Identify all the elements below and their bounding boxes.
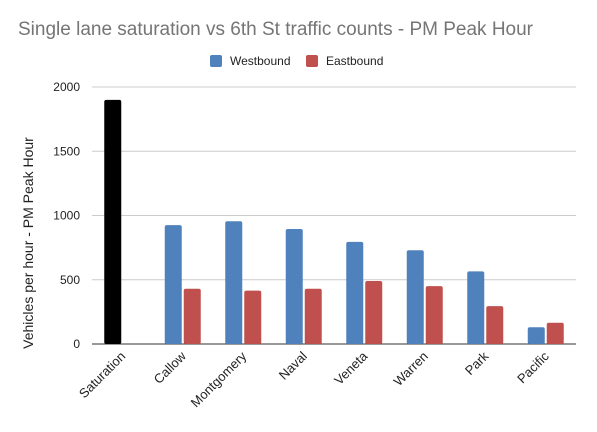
bar-westbound-veneta — [346, 241, 364, 344]
bar-eastbound-pacific — [546, 322, 564, 344]
bars — [104, 99, 564, 344]
bar-westbound-naval — [285, 228, 303, 344]
y-tick-label: 1000 — [53, 209, 80, 223]
bar-eastbound-montgomery — [244, 290, 262, 344]
x-tick-label: Pacific — [514, 348, 552, 386]
legend-label-westbound: Westbound — [230, 54, 291, 68]
x-tick-label: Callow — [151, 348, 190, 387]
y-tick-label: 1500 — [53, 144, 80, 158]
bar-westbound-warren — [406, 250, 424, 344]
y-tick-label: 2000 — [53, 80, 80, 94]
bar-eastbound-warren — [425, 286, 443, 344]
x-tick-label: Saturation — [76, 349, 129, 402]
bar-eastbound-naval — [304, 288, 322, 344]
bar-eastbound-callow — [183, 288, 201, 344]
y-tick-label: 0 — [73, 337, 80, 351]
bar-westbound-pacific — [527, 327, 545, 344]
legend: Westbound Eastbound — [0, 52, 597, 70]
x-tick-label: Warren — [390, 349, 430, 389]
chart-title: Single lane saturation vs 6th St traffic… — [18, 19, 534, 40]
x-tick-label: Naval — [276, 348, 310, 382]
bar-saturation — [104, 99, 122, 344]
legend-item-eastbound: Eastbound — [306, 52, 383, 70]
bar-eastbound-veneta — [365, 281, 383, 344]
legend-label-eastbound: Eastbound — [326, 54, 384, 68]
legend-swatch-eastbound — [306, 55, 318, 67]
legend-item-westbound: Westbound — [210, 52, 291, 70]
gridlines — [92, 86, 576, 345]
y-axis-label: Vehicles per hour - PM Peak Hour — [20, 137, 36, 349]
x-tick-label: Montgomery — [188, 348, 250, 410]
legend-swatch-westbound — [210, 55, 222, 67]
bar-eastbound-park — [486, 306, 504, 344]
x-tick-label: Park — [462, 348, 492, 378]
bar-westbound-montgomery — [225, 221, 243, 344]
x-tick-label: Veneta — [331, 348, 371, 388]
bar-westbound-callow — [164, 225, 182, 344]
bar-westbound-park — [467, 271, 485, 344]
y-axis-ticks: 0 500 1000 1500 2000 — [53, 80, 80, 351]
y-tick-label: 500 — [60, 273, 80, 287]
